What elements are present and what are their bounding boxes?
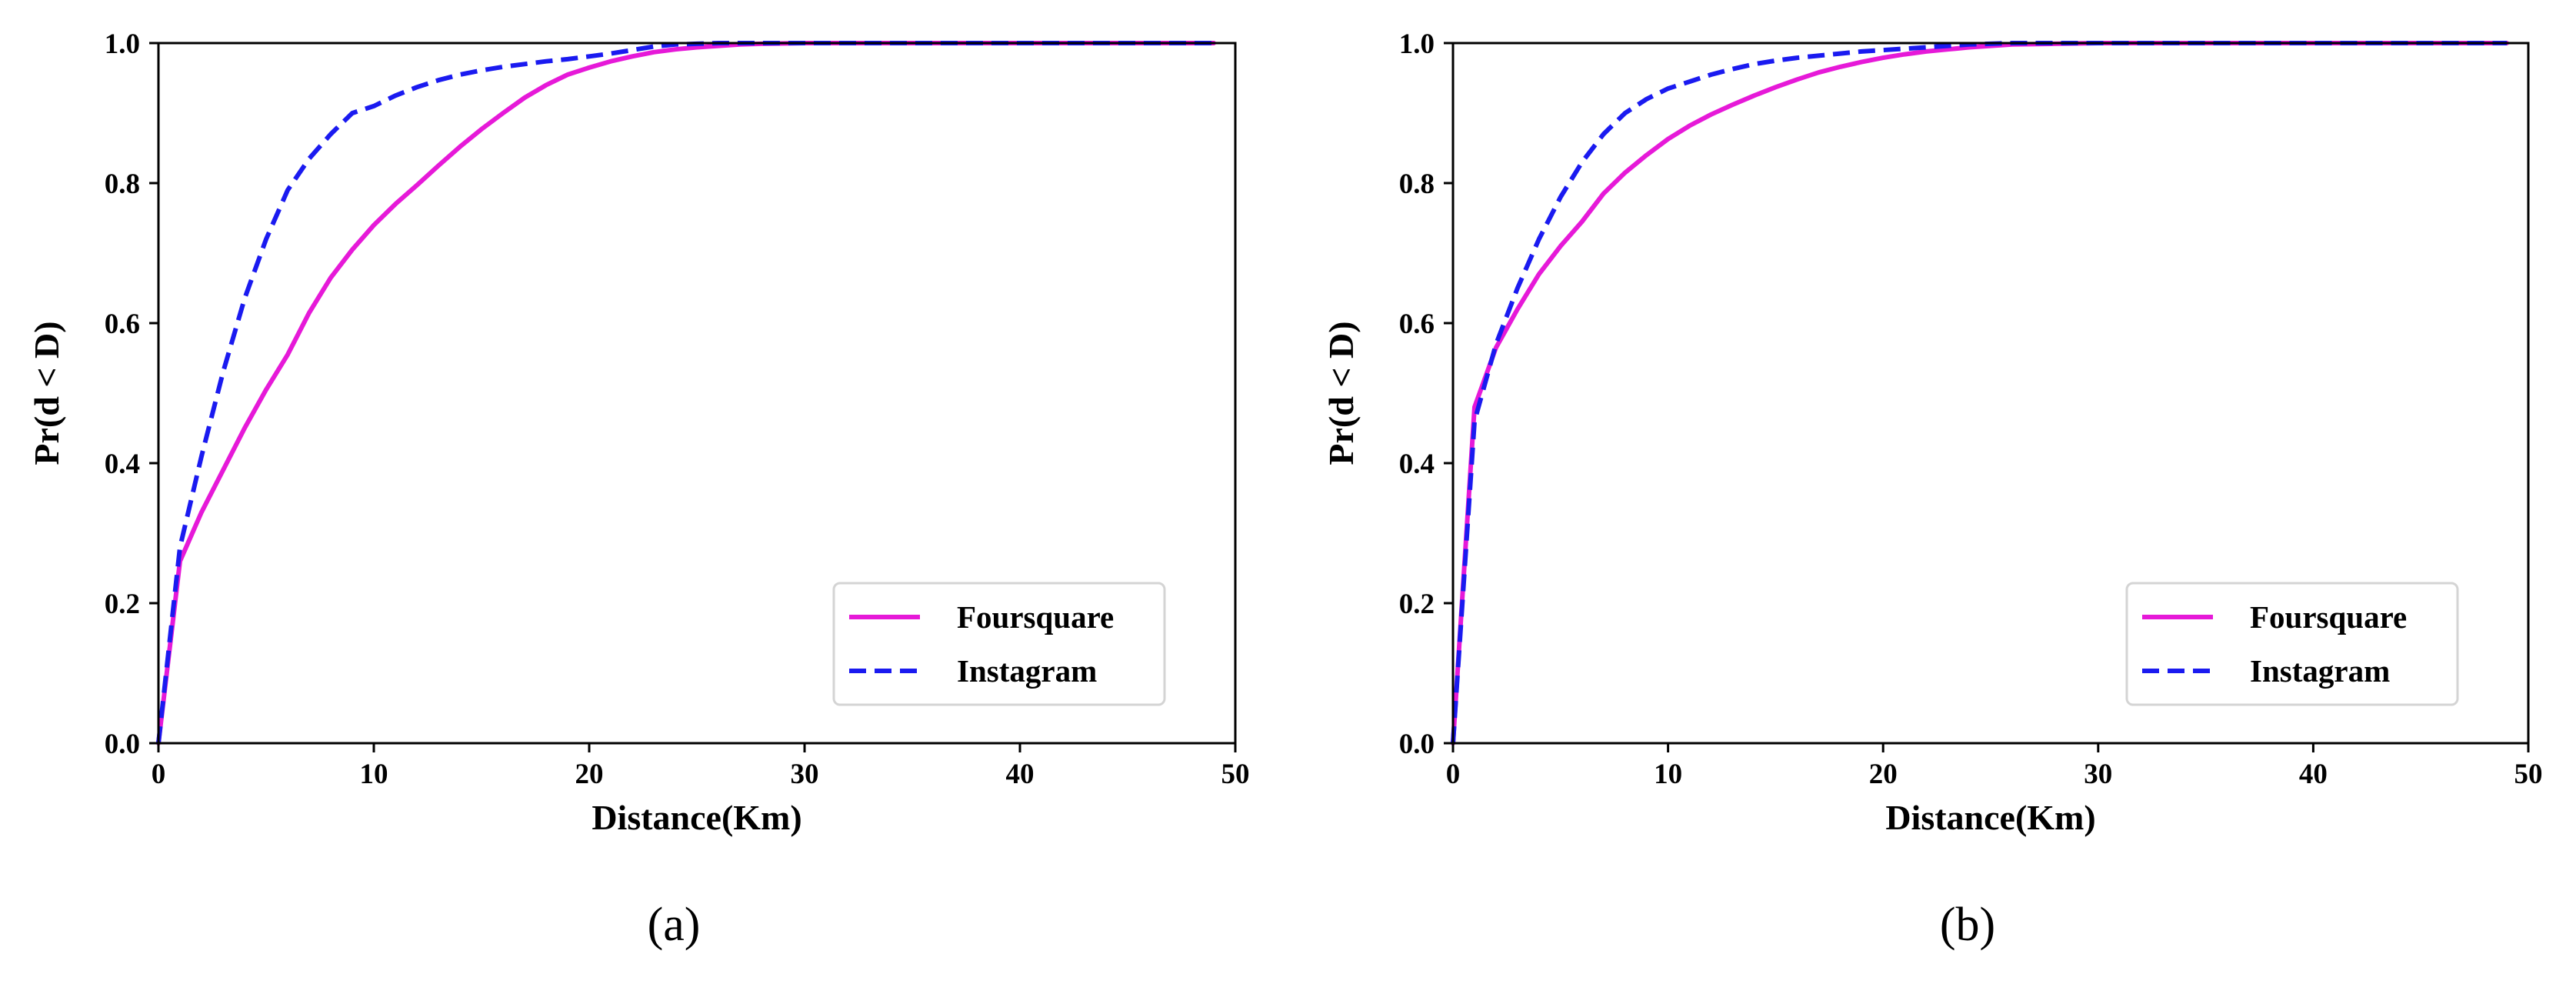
x-tick-label: 0 (152, 759, 166, 790)
x-tick-label: 40 (2299, 759, 2328, 790)
x-tick-label: 30 (2084, 759, 2112, 790)
x-tick-label: 50 (1221, 759, 1250, 790)
legend: Foursquare Instagram (2125, 582, 2459, 706)
legend: Foursquare Instagram (832, 582, 1166, 706)
plot-frame (157, 42, 1237, 745)
y-tick-label: 0.6 (105, 309, 140, 340)
legend-label-foursquare: Foursquare (957, 599, 1114, 635)
legend-label-instagram: Instagram (2250, 653, 2390, 689)
panel-label: (a) (648, 899, 701, 951)
x-axis-title: Distance(Km) (1885, 798, 2095, 837)
y-axis-title: Pr(d < D) (1321, 321, 1361, 465)
y-tick-label: 0.0 (105, 729, 140, 760)
y-tick-label: 0.8 (1399, 168, 1435, 200)
x-tick-label: 10 (1654, 759, 1682, 790)
chart-panel-0: 0 10 20 30 40 50 0.0 0.2 0.4 0.6 0.8 1.0 Distance(Km… (27, 28, 1250, 951)
legend-label-instagram: Instagram (957, 653, 1097, 689)
y-tick-label: 1.0 (1399, 28, 1435, 60)
y-tick-label: 0.2 (1399, 589, 1435, 620)
y-tick-label: 0.4 (105, 449, 140, 480)
plot-frame (1451, 42, 2530, 745)
y-tick-label: 0.6 (1399, 309, 1435, 340)
panel-label: (b) (1940, 899, 1995, 951)
y-tick-label: 0.0 (1399, 729, 1435, 760)
x-tick-label: 20 (575, 759, 604, 790)
x-tick-label: 40 (1006, 759, 1035, 790)
y-tick-label: 1.0 (105, 28, 140, 60)
x-tick-label: 20 (1869, 759, 1898, 790)
y-tick-label: 0.8 (105, 168, 140, 200)
x-tick-label: 30 (791, 759, 819, 790)
legend-box (832, 582, 1166, 706)
y-tick-label: 0.2 (105, 589, 140, 620)
legend-label-foursquare: Foursquare (2250, 599, 2407, 635)
x-tick-label: 50 (2514, 759, 2543, 790)
x-tick-label: 10 (360, 759, 388, 790)
chart-panel-1: 0 10 20 30 40 50 0.0 0.2 0.4 0.6 0.8 1.0 Distance(Km… (1321, 28, 2543, 951)
y-axis-title: Pr(d < D) (27, 321, 66, 465)
x-tick-label: 0 (1446, 759, 1461, 790)
y-tick-label: 0.4 (1399, 449, 1435, 480)
x-axis-title: Distance(Km) (592, 798, 801, 837)
legend-box (2125, 582, 2459, 706)
